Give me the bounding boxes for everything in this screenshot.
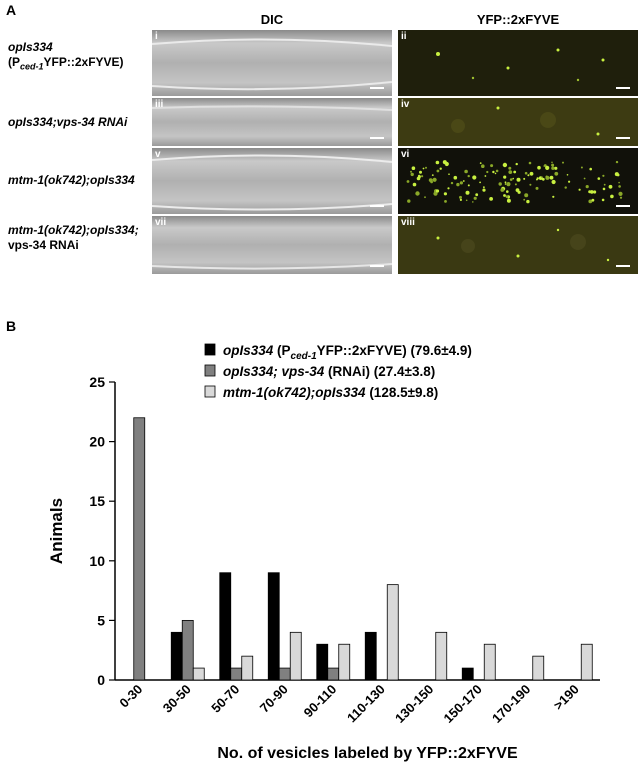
y-tick-label: 10 xyxy=(89,553,105,569)
row-4-line-1: mtm-1(ok742);opIs334; xyxy=(8,223,139,237)
row-4-line-2: vps-34 RNAi xyxy=(8,238,79,252)
bar xyxy=(267,572,280,681)
yfp-image-viii-graphic xyxy=(398,216,638,274)
dic-column-header: DIC xyxy=(260,12,284,27)
bar xyxy=(181,619,194,681)
yfp-image-iv-graphic xyxy=(398,98,638,146)
bar xyxy=(219,572,232,681)
bar xyxy=(461,667,474,681)
x-tick-label: 70-90 xyxy=(257,682,291,716)
y-tick-label: 0 xyxy=(97,672,105,688)
legend-swatch xyxy=(204,385,216,398)
legend-swatch xyxy=(204,364,216,377)
legend-entry: mtm-1(ok742);opIs334 (128.5±9.8) xyxy=(223,385,438,400)
y-tick-label: 20 xyxy=(89,434,105,450)
scale-bar xyxy=(370,265,384,267)
numeral-ii: ii xyxy=(401,31,407,42)
panel-a-letter: A xyxy=(6,2,17,18)
bar xyxy=(327,667,340,681)
dic-image-iii: iii xyxy=(152,98,392,146)
panel-b-letter: B xyxy=(6,318,17,334)
row-label-1: opIs334 (Pced-1YFP::2xFYVE) xyxy=(8,40,124,74)
x-tick-label: 0-30 xyxy=(116,682,145,711)
dic-image-vii-graphic xyxy=(152,216,392,274)
numeral-vii: vii xyxy=(155,217,167,228)
yfp-image-vi-graphic xyxy=(398,148,638,214)
y-tick-label: 5 xyxy=(97,612,105,628)
bar xyxy=(316,643,329,681)
bar xyxy=(170,631,183,681)
yfp-image-viii: viii xyxy=(398,216,638,274)
legend-entry: opIs334 (Pced-1YFP::2xFYVE) (79.6±4.9) xyxy=(223,343,472,362)
numeral-v: v xyxy=(155,149,161,160)
row-1-line-1: opIs334 xyxy=(8,40,53,54)
dic-image-vii: vii xyxy=(152,216,392,274)
yfp-image-iv: iv xyxy=(398,98,638,146)
x-tick-label: 110-130 xyxy=(344,682,388,726)
x-tick-label: 50-70 xyxy=(208,682,242,716)
scale-bar xyxy=(616,87,630,89)
x-tick-label: 150-170 xyxy=(441,682,485,726)
row-1-line-2: (Pced-1YFP::2xFYVE) xyxy=(8,55,124,72)
x-tick-label: >190 xyxy=(551,682,582,713)
x-tick-label: 170-190 xyxy=(489,682,533,726)
scale-bar xyxy=(616,205,630,207)
y-tick-label: 25 xyxy=(89,374,105,390)
legend-swatch xyxy=(204,343,216,356)
bar xyxy=(386,584,399,681)
bar xyxy=(364,631,377,681)
row-3-line-1: mtm-1(ok742);opIs334 xyxy=(8,173,135,187)
row-label-3: mtm-1(ok742);opIs334 xyxy=(8,173,135,188)
yfp-image-vi: vi xyxy=(398,148,638,214)
bar xyxy=(532,655,545,681)
yfp-image-ii: ii xyxy=(398,30,638,96)
y-axis-label: Animals xyxy=(47,498,66,564)
x-axis-label: No. of vesicles labeled by YFP::2xFYVE xyxy=(217,745,518,762)
bar xyxy=(278,667,291,681)
yfp-column-header: YFP::2xFYVE xyxy=(476,12,560,27)
bar xyxy=(580,643,593,681)
bar xyxy=(230,667,243,681)
y-tick-label: 15 xyxy=(89,493,105,509)
row-label-2: opIs334;vps-34 RNAi xyxy=(8,115,127,130)
bar xyxy=(338,643,351,681)
row-2-line-1: opIs334;vps-34 RNAi xyxy=(8,115,128,129)
dic-image-iii-graphic xyxy=(152,98,392,146)
numeral-iv: iv xyxy=(401,99,410,110)
scale-bar xyxy=(370,87,384,89)
dic-image-i: i xyxy=(152,30,392,96)
numeral-i: i xyxy=(155,31,158,42)
numeral-iii: iii xyxy=(155,99,164,110)
bar xyxy=(192,667,205,681)
scale-bar xyxy=(370,205,384,207)
bar xyxy=(483,643,496,681)
x-tick-label: 30-50 xyxy=(160,682,194,716)
scale-bar xyxy=(616,137,630,139)
yfp-image-ii-graphic xyxy=(398,30,638,96)
numeral-vi: vi xyxy=(401,149,410,160)
dic-image-v: v xyxy=(152,148,392,214)
bar xyxy=(241,655,254,681)
x-tick-label: 130-150 xyxy=(392,682,436,726)
histogram-chart: 0 5 10 15 20 25 Animals No. of vesicles labeled… xyxy=(47,343,600,762)
scale-bar xyxy=(370,137,384,139)
numeral-viii: viii xyxy=(401,217,415,228)
bar xyxy=(435,631,448,681)
dic-image-v-graphic xyxy=(152,148,392,214)
bar xyxy=(133,417,146,681)
row-label-4: mtm-1(ok742);opIs334; vps-34 RNAi xyxy=(8,223,139,253)
legend-entry: opIs334; vps-34 (RNAi) (27.4±3.8) xyxy=(223,364,435,379)
x-tick-label: 90-110 xyxy=(301,682,340,721)
dic-image-i-graphic xyxy=(152,30,392,96)
scale-bar xyxy=(616,265,630,267)
bar xyxy=(289,631,302,681)
